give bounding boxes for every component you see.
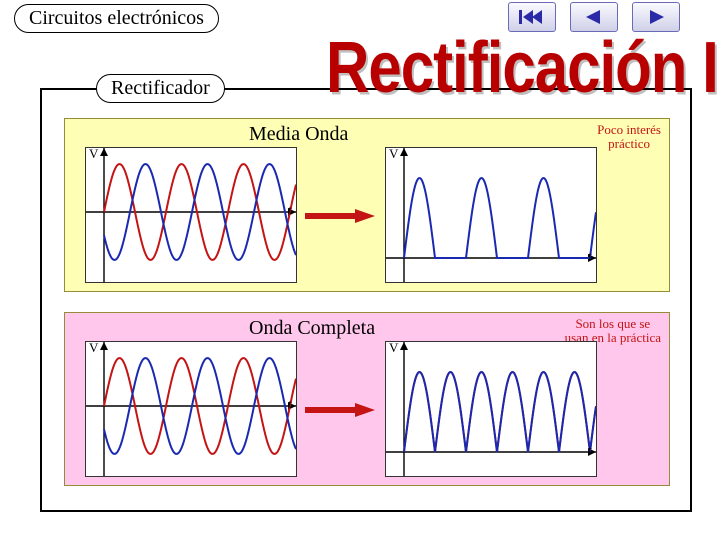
axis-t-label: t (588, 442, 592, 458)
content-frame: Rectificador Media Onda Poco interésprác… (40, 88, 692, 512)
axis-v-label: V (389, 340, 398, 356)
half-input-chart: V t (85, 147, 297, 283)
page-title: Rectificación II (326, 26, 720, 109)
full-input-chart: V t (85, 341, 297, 477)
half-output-chart: V t (385, 147, 597, 283)
section-pill: Rectificador (96, 74, 225, 103)
axis-v-label: V (89, 146, 98, 162)
full-output-chart: V t (385, 341, 597, 477)
header-pill: Circuitos electrónicos (14, 4, 219, 33)
full-wave-title: Onda Completa (249, 317, 375, 340)
half-wave-note: Poco interéspráctico (597, 123, 661, 152)
axis-v-label: V (389, 146, 398, 162)
axis-t-label: t (288, 396, 292, 412)
full-wave-panel: Onda Completa Son los que seusan en la p… (64, 312, 670, 486)
half-wave-panel: Media Onda Poco interéspráctico V t V t (64, 118, 670, 292)
half-wave-title: Media Onda (249, 123, 348, 146)
axis-t-label: t (288, 202, 292, 218)
axis-t-label: t (588, 248, 592, 264)
arrow-icon (305, 209, 375, 223)
arrow-icon (305, 403, 375, 417)
axis-v-label: V (89, 340, 98, 356)
